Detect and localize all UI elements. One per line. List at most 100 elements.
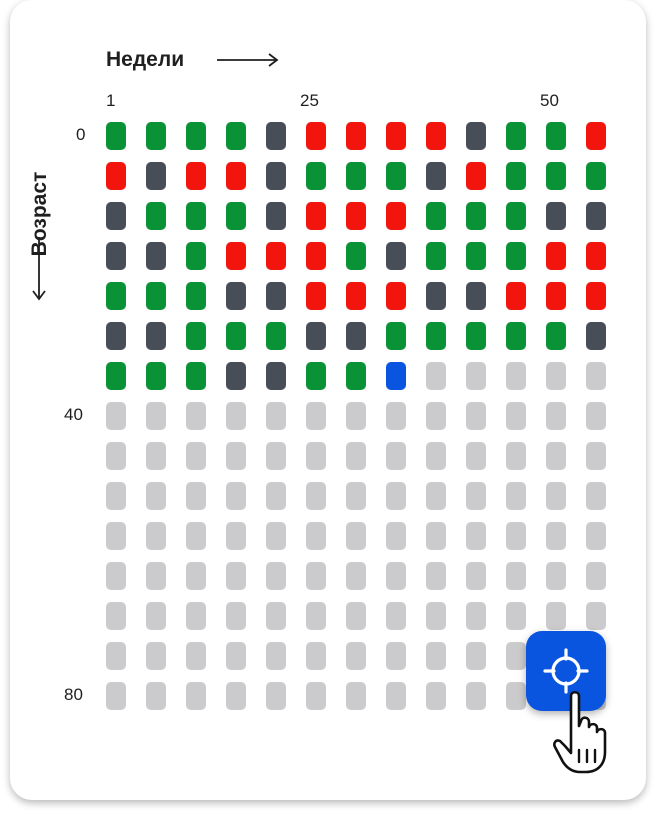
week-cell-green[interactable]	[146, 122, 166, 150]
week-cell-green[interactable]	[226, 322, 246, 350]
week-cell-green[interactable]	[506, 122, 526, 150]
week-cell-green[interactable]	[466, 242, 486, 270]
week-cell-dark[interactable]	[106, 202, 126, 230]
week-cell-green[interactable]	[186, 282, 206, 310]
week-cell-empty[interactable]	[586, 562, 606, 590]
week-cell-empty[interactable]	[186, 442, 206, 470]
week-cell-empty[interactable]	[586, 362, 606, 390]
week-cell-green[interactable]	[426, 202, 446, 230]
week-cell-green[interactable]	[106, 282, 126, 310]
week-cell-dark[interactable]	[546, 202, 566, 230]
week-cell-empty[interactable]	[306, 642, 326, 670]
week-cell-green[interactable]	[506, 242, 526, 270]
week-cell-empty[interactable]	[546, 562, 566, 590]
week-cell-green[interactable]	[186, 242, 206, 270]
week-cell-red[interactable]	[306, 122, 326, 150]
week-cell-green[interactable]	[306, 162, 326, 190]
week-cell-empty[interactable]	[346, 682, 366, 710]
week-cell-empty[interactable]	[426, 522, 446, 550]
week-cell-empty[interactable]	[386, 402, 406, 430]
week-cell-red[interactable]	[506, 282, 526, 310]
week-cell-green[interactable]	[426, 242, 446, 270]
week-cell-empty[interactable]	[506, 602, 526, 630]
week-cell-empty[interactable]	[266, 442, 286, 470]
week-cell-empty[interactable]	[266, 602, 286, 630]
week-cell-empty[interactable]	[146, 642, 166, 670]
week-cell-empty[interactable]	[346, 482, 366, 510]
week-cell-red[interactable]	[346, 122, 366, 150]
week-cell-empty[interactable]	[146, 482, 166, 510]
week-cell-empty[interactable]	[546, 402, 566, 430]
week-cell-dark[interactable]	[426, 282, 446, 310]
week-cell-empty[interactable]	[266, 562, 286, 590]
week-cell-empty[interactable]	[106, 562, 126, 590]
week-cell-empty[interactable]	[386, 682, 406, 710]
week-cell-empty[interactable]	[306, 682, 326, 710]
week-cell-green[interactable]	[146, 282, 166, 310]
week-cell-empty[interactable]	[386, 602, 406, 630]
week-cell-empty[interactable]	[226, 562, 246, 590]
week-cell-empty[interactable]	[226, 682, 246, 710]
week-cell-empty[interactable]	[586, 602, 606, 630]
week-cell-empty[interactable]	[426, 482, 446, 510]
week-cell-dark[interactable]	[346, 322, 366, 350]
week-cell-dark[interactable]	[266, 162, 286, 190]
week-cell-dark[interactable]	[466, 282, 486, 310]
week-cell-empty[interactable]	[506, 562, 526, 590]
week-cell-empty[interactable]	[466, 402, 486, 430]
week-cell-green[interactable]	[426, 322, 446, 350]
week-cell-empty[interactable]	[146, 522, 166, 550]
week-cell-dark[interactable]	[226, 282, 246, 310]
week-cell-dark[interactable]	[266, 362, 286, 390]
week-cell-empty[interactable]	[426, 362, 446, 390]
week-cell-empty[interactable]	[146, 402, 166, 430]
week-cell-empty[interactable]	[386, 642, 406, 670]
week-cell-empty[interactable]	[466, 562, 486, 590]
week-cell-empty[interactable]	[226, 402, 246, 430]
week-cell-red[interactable]	[466, 162, 486, 190]
week-cell-empty[interactable]	[426, 642, 446, 670]
week-cell-empty[interactable]	[386, 562, 406, 590]
week-cell-dark[interactable]	[146, 322, 166, 350]
week-cell-empty[interactable]	[346, 642, 366, 670]
week-cell-red[interactable]	[306, 282, 326, 310]
week-cell-empty[interactable]	[506, 402, 526, 430]
week-cell-dark[interactable]	[226, 362, 246, 390]
week-cell-empty[interactable]	[346, 522, 366, 550]
week-cell-empty[interactable]	[506, 682, 526, 710]
week-cell-empty[interactable]	[106, 442, 126, 470]
week-cell-empty[interactable]	[466, 442, 486, 470]
week-cell-empty[interactable]	[426, 562, 446, 590]
week-cell-green[interactable]	[546, 162, 566, 190]
week-cell-green[interactable]	[106, 122, 126, 150]
week-cell-empty[interactable]	[586, 402, 606, 430]
week-cell-dark[interactable]	[586, 202, 606, 230]
week-cell-red[interactable]	[306, 242, 326, 270]
week-cell-dark[interactable]	[466, 122, 486, 150]
week-cell-dark[interactable]	[386, 242, 406, 270]
week-cell-dark[interactable]	[266, 122, 286, 150]
week-cell-green[interactable]	[546, 122, 566, 150]
week-cell-empty[interactable]	[426, 602, 446, 630]
week-cell-dark[interactable]	[106, 242, 126, 270]
week-cell-empty[interactable]	[346, 402, 366, 430]
week-cell-empty[interactable]	[386, 442, 406, 470]
week-cell-red[interactable]	[306, 202, 326, 230]
week-cell-empty[interactable]	[146, 562, 166, 590]
week-cell-empty[interactable]	[546, 362, 566, 390]
week-cell-red[interactable]	[386, 202, 406, 230]
week-cell-red[interactable]	[586, 122, 606, 150]
week-cell-dark[interactable]	[586, 322, 606, 350]
week-cell-current[interactable]	[386, 362, 406, 390]
week-cell-empty[interactable]	[506, 362, 526, 390]
week-cell-empty[interactable]	[506, 442, 526, 470]
week-cell-empty[interactable]	[226, 602, 246, 630]
week-cell-empty[interactable]	[186, 522, 206, 550]
week-cell-empty[interactable]	[226, 482, 246, 510]
week-cell-empty[interactable]	[106, 682, 126, 710]
week-cell-red[interactable]	[186, 162, 206, 190]
week-cell-dark[interactable]	[146, 242, 166, 270]
week-cell-empty[interactable]	[306, 482, 326, 510]
week-cell-red[interactable]	[226, 162, 246, 190]
week-cell-empty[interactable]	[546, 442, 566, 470]
